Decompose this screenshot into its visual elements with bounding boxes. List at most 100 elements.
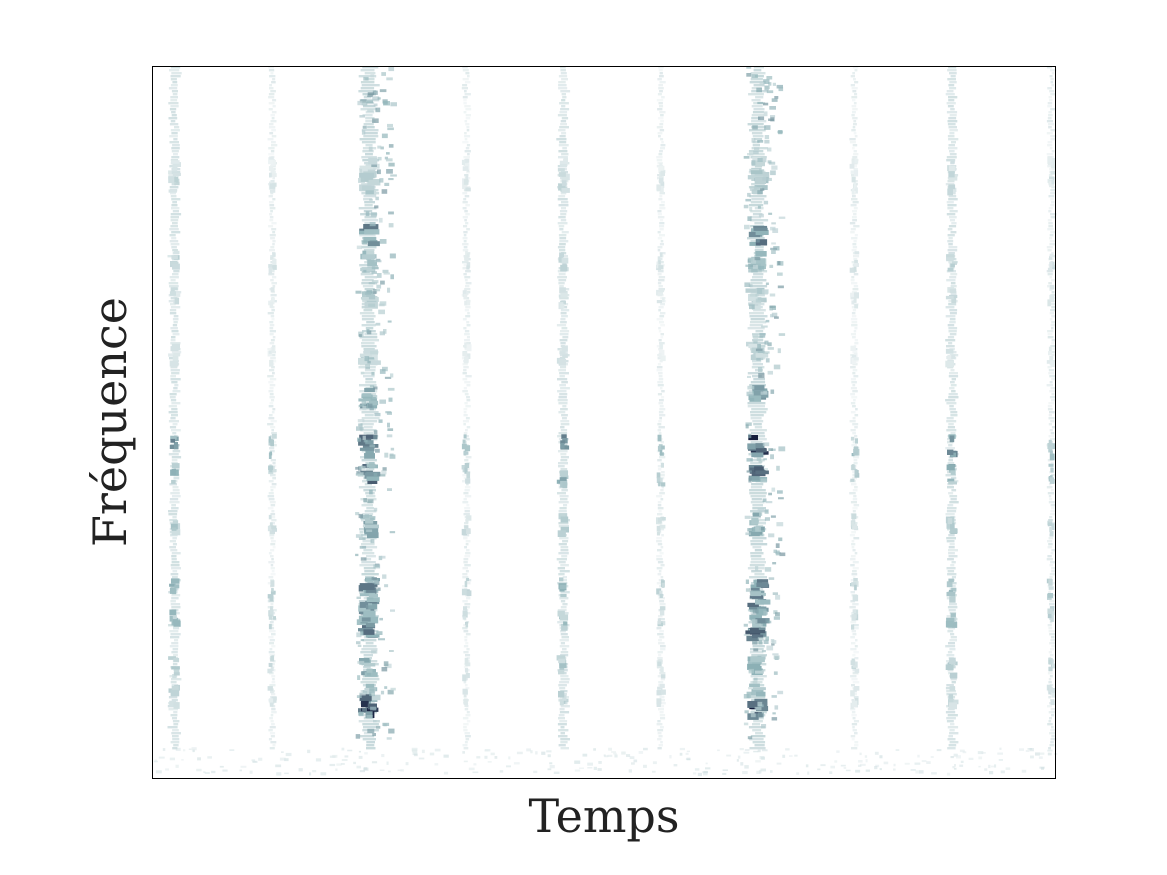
band-cell	[367, 532, 379, 539]
column-cell	[852, 576, 856, 579]
column-cell	[1049, 600, 1055, 603]
scatter-cell	[358, 711, 364, 716]
column-cell	[852, 90, 857, 93]
scatter-cell	[771, 222, 776, 225]
column-cell	[851, 87, 858, 90]
band-cell	[745, 288, 760, 293]
column-cell	[173, 138, 178, 141]
column-cell	[364, 483, 372, 486]
column-cell	[465, 222, 469, 225]
band-cell	[658, 166, 664, 174]
scatter-cell	[382, 574, 387, 579]
column-cell	[852, 417, 856, 420]
band-cell	[660, 674, 666, 679]
column-cell	[364, 510, 377, 513]
band-cell	[562, 353, 568, 358]
column-cell	[463, 558, 469, 561]
band-cell	[172, 263, 180, 270]
column-cell	[850, 318, 858, 321]
column-cell	[751, 105, 763, 108]
column-cell	[1048, 225, 1053, 228]
noise-cell	[582, 753, 588, 757]
noise-cell	[981, 752, 986, 754]
scatter-cell	[773, 671, 778, 675]
column-cell	[950, 582, 957, 585]
column-cell	[465, 285, 470, 288]
column-cell	[171, 561, 180, 564]
column-cell	[658, 426, 665, 429]
scatter-cell	[370, 706, 377, 711]
column-cell	[365, 120, 376, 123]
band-cell	[169, 444, 176, 449]
column-cell	[852, 603, 859, 606]
scatter-cell	[357, 660, 365, 664]
column-cell	[851, 699, 855, 702]
column-cell	[658, 306, 664, 309]
column-cell	[659, 72, 663, 75]
column-cell	[172, 432, 177, 435]
band-cell	[657, 618, 661, 625]
noise-cell	[836, 750, 840, 753]
plot-background	[152, 66, 1056, 779]
column-cell	[750, 72, 766, 75]
column-cell	[747, 237, 765, 240]
column-cell	[267, 348, 274, 351]
column-cell	[852, 219, 857, 222]
column-cell	[854, 234, 858, 237]
band-cell	[851, 582, 857, 587]
band-cell	[268, 157, 274, 165]
band-cell	[171, 463, 180, 468]
column-cell	[362, 420, 378, 423]
band-cell	[749, 395, 762, 402]
column-cell	[951, 390, 956, 393]
column-cell	[360, 81, 375, 84]
band-cell	[168, 353, 177, 357]
noise-cell	[722, 772, 727, 775]
column-cell	[367, 126, 375, 129]
scatter-cell	[763, 610, 768, 615]
column-cell	[365, 642, 374, 645]
column-cell	[855, 408, 858, 411]
column-cell	[558, 522, 569, 525]
scatter-cell	[368, 603, 373, 606]
scatter-cell	[390, 274, 394, 280]
band-cell	[657, 256, 661, 262]
band-cell	[173, 250, 180, 254]
column-cell	[852, 567, 859, 570]
band-cell	[271, 588, 274, 592]
column-cell	[560, 468, 568, 471]
column-cell	[850, 636, 855, 639]
column-cell	[1048, 543, 1053, 546]
column-cell	[272, 99, 277, 102]
column-cell	[657, 423, 662, 426]
band-cell	[366, 597, 380, 602]
column-cell	[270, 192, 274, 195]
column-cell	[467, 153, 470, 156]
column-cell	[853, 462, 858, 465]
column-cell	[853, 495, 857, 498]
noise-cell	[298, 768, 303, 772]
noise-cell	[931, 772, 937, 775]
column-cell	[755, 246, 764, 249]
column-cell	[853, 375, 859, 378]
column-cell	[853, 258, 858, 261]
band-cell	[561, 257, 569, 264]
column-cell	[559, 711, 570, 714]
column-cell	[1047, 546, 1053, 549]
band-cell	[268, 614, 273, 620]
column-cell	[946, 684, 954, 687]
column-cell	[950, 498, 957, 501]
band-cell	[749, 241, 761, 246]
column-cell	[172, 144, 180, 147]
band-cell	[1050, 162, 1055, 169]
column-cell	[949, 495, 958, 498]
column-cell	[945, 93, 955, 96]
column-cell	[754, 744, 765, 747]
column-cell	[749, 312, 764, 315]
column-cell	[659, 342, 665, 345]
noise-cell	[864, 755, 868, 758]
column-cell	[949, 72, 957, 75]
column-cell	[853, 180, 858, 183]
column-cell	[749, 651, 764, 654]
column-cell	[1049, 375, 1056, 378]
